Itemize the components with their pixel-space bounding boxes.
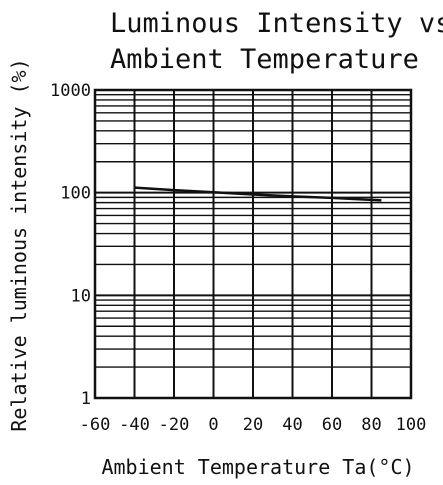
x-tick-label: -40 bbox=[119, 415, 150, 435]
chart-title: Luminous Intensity vs. Ambient Temperatu… bbox=[110, 8, 443, 75]
chart-title-line-2: Ambient Temperature bbox=[110, 44, 419, 75]
series-line-0 bbox=[134, 186, 382, 202]
x-tick-label: 0 bbox=[208, 415, 218, 435]
x-tick-label: -20 bbox=[159, 415, 190, 435]
x-axis-label: Ambient Temperature Ta(°C) bbox=[101, 455, 414, 479]
plot-grid bbox=[94, 90, 412, 399]
y-axis-label: Relative luminous intensity (%) bbox=[7, 58, 31, 431]
x-tick-label: 20 bbox=[243, 415, 263, 435]
x-tick-label: 60 bbox=[322, 415, 342, 435]
y-tick-label: 1 bbox=[81, 389, 91, 409]
chart-title-line-1: Luminous Intensity vs. bbox=[110, 8, 443, 39]
series-group bbox=[134, 186, 382, 202]
plot-frame bbox=[93, 88, 413, 400]
y-tick-label: 10 bbox=[71, 286, 91, 306]
x-tick-labels: -60 -40 -20 0 20 40 60 80 100 bbox=[80, 415, 427, 435]
y-tick-labels: 1 10 100 1000 bbox=[50, 81, 91, 409]
x-tick-label: 100 bbox=[396, 415, 427, 435]
y-tick-label: 100 bbox=[60, 184, 91, 204]
y-tick-label: 1000 bbox=[50, 81, 91, 101]
x-tick-label: -60 bbox=[80, 415, 111, 435]
x-tick-label: 40 bbox=[282, 415, 302, 435]
x-tick-label: 80 bbox=[361, 415, 381, 435]
